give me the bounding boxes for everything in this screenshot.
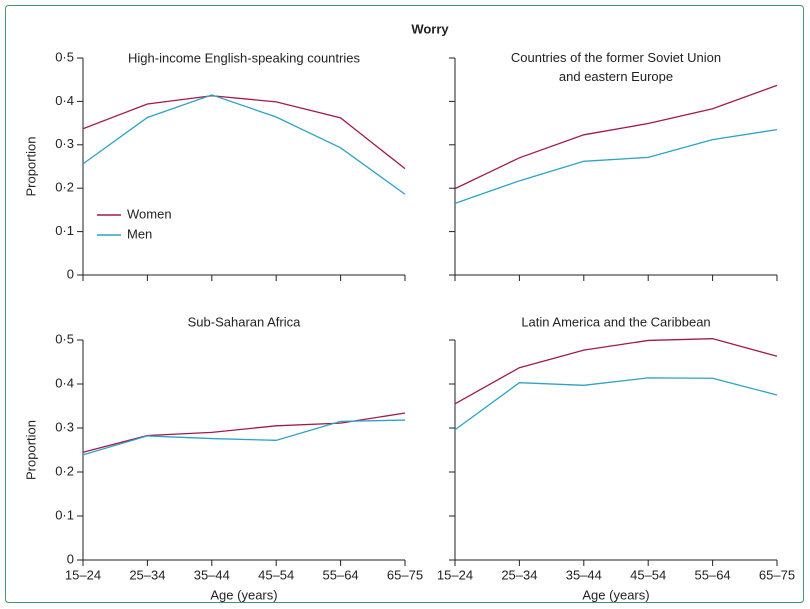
x-tick-label: 65–75 [387,567,423,582]
frame [5,5,804,603]
line-series [454,338,778,405]
panel-title: Sub-Saharan Africa [188,314,302,329]
y-axis-label: Proportion [23,420,38,480]
y-axis-label: Proportion [23,137,38,197]
x-tick-label: 45–54 [258,567,294,582]
x-tick-label: 55–64 [695,567,731,582]
panel-title: Latin America and the Caribbean [521,314,710,329]
line-series [454,377,778,431]
line-series [82,95,406,170]
line-series [82,94,406,195]
x-tick-label: 45–54 [630,567,666,582]
x-tick-label: 55–64 [323,567,359,582]
x-tick-label: 35–44 [566,567,602,582]
y-tick-label: 0·5 [55,331,74,346]
y-tick-label: 0·5 [55,49,74,64]
x-axis-label: Age (years) [582,587,649,602]
y-tick-label: 0·3 [55,419,74,434]
y-tick-label: 0·2 [55,463,74,478]
panel-title: Countries of the former Soviet Union and … [511,50,721,84]
legend-label: Men [127,226,152,241]
x-tick-label: 15–24 [437,567,473,582]
chart-title: Worry [411,21,449,36]
y-tick-label: 0·3 [55,136,74,151]
x-tick-label: 25–34 [501,567,537,582]
y-tick-label: 0·1 [55,507,74,522]
line-series [454,84,778,190]
x-tick-label: 25–34 [129,567,165,582]
y-tick-label: 0·4 [55,375,74,390]
y-tick-label: 0 [67,551,74,566]
y-tick-label: 0·4 [55,93,74,108]
line-series [82,419,406,456]
y-tick-label: 0·1 [55,223,74,238]
x-tick-label: 35–44 [194,567,230,582]
line-series [454,128,778,205]
x-tick-label: 65–75 [759,567,795,582]
panel-title: High-income English-speaking countries [128,50,360,65]
y-tick-label: 0 [67,266,74,281]
legend-label: Women [127,206,172,221]
x-axis-label: Age (years) [210,587,277,602]
y-tick-label: 0·2 [55,180,74,195]
x-tick-label: 15–24 [65,567,101,582]
